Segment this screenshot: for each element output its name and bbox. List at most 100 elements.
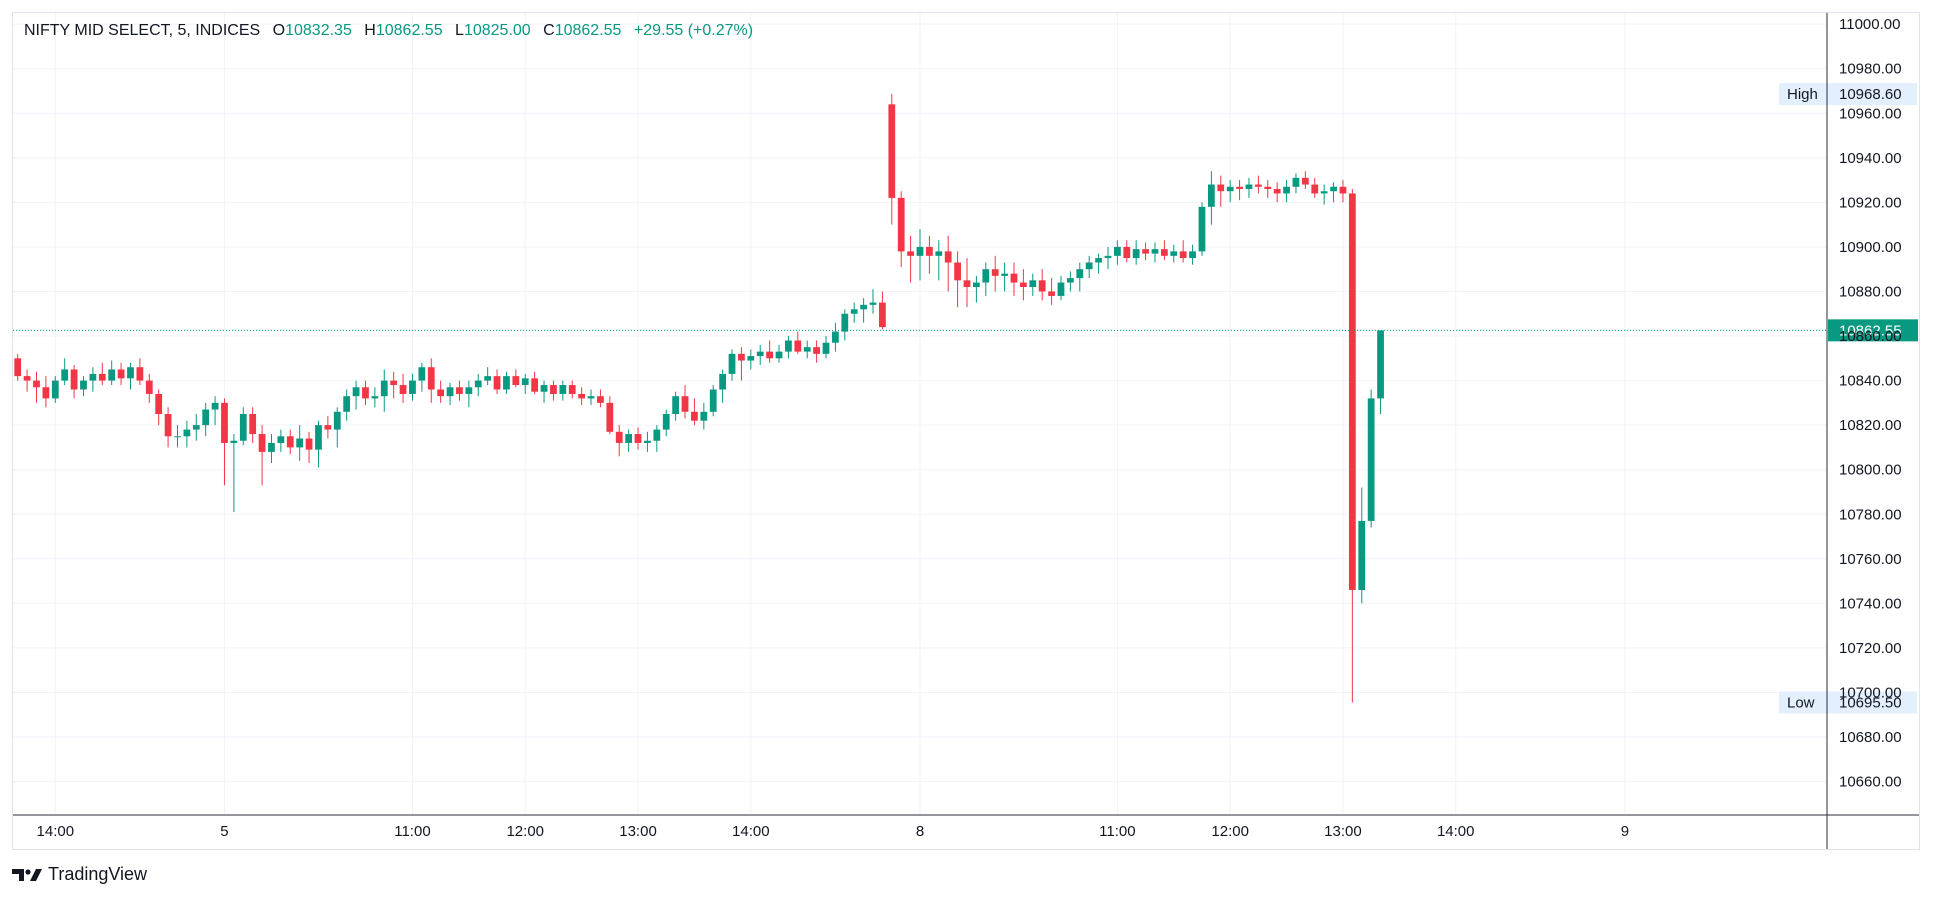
- time-tick-label: 5: [220, 823, 228, 840]
- price-tick-label: 11000.00: [1839, 16, 1900, 33]
- candle-down: [117, 362, 125, 386]
- time-tick-label: 14:00: [37, 823, 75, 840]
- candle-up: [1001, 262, 1008, 292]
- candle-down: [531, 371, 539, 394]
- candle-up: [202, 402, 210, 437]
- candles: [14, 94, 1384, 703]
- candle-down: [427, 358, 435, 403]
- price-tick-label: 10720.00: [1839, 640, 1902, 657]
- candle-up: [822, 336, 830, 359]
- candle-up: [700, 402, 708, 430]
- candle-up: [1076, 262, 1084, 292]
- candle-up: [1057, 275, 1065, 301]
- candle-up: [625, 429, 633, 452]
- candle-down: [437, 380, 445, 403]
- candle-up: [841, 309, 849, 341]
- price-tick-label: 10680.00: [1839, 729, 1902, 746]
- candle-down: [897, 191, 905, 267]
- candle-down: [766, 340, 774, 363]
- candle-up: [352, 380, 360, 410]
- candle-down: [578, 387, 586, 406]
- candle-up: [239, 407, 247, 446]
- candle-up: [61, 358, 69, 386]
- candle-up: [418, 362, 426, 392]
- last-price-label: 10862.55: [1839, 322, 1902, 339]
- candle-down: [597, 389, 604, 408]
- candle-up: [1320, 184, 1328, 205]
- candle-down: [1301, 171, 1309, 189]
- candle-up: [474, 373, 482, 397]
- candle-up: [1170, 244, 1178, 263]
- candle-down: [512, 369, 520, 388]
- candle-up: [371, 387, 379, 408]
- candle-down: [888, 94, 896, 225]
- symbol-name: NIFTY MID SELECT, 5, INDICES: [24, 22, 261, 39]
- candle-down: [493, 369, 501, 394]
- candle-down: [33, 371, 40, 403]
- candle-up: [380, 369, 388, 412]
- candle-down: [1339, 180, 1347, 203]
- time-axis[interactable]: 14:00 5 11:00 12:00 13:00 14:00 8 11:00 12:00 13:…: [13, 814, 1919, 840]
- candle-up: [1330, 182, 1337, 203]
- candle-down: [23, 369, 31, 392]
- price-tick-label: 10960.00: [1839, 105, 1902, 122]
- candle-up: [230, 434, 238, 513]
- close-label: C: [543, 22, 555, 39]
- price-tick-label: 10900.00: [1839, 239, 1902, 256]
- candle-up: [728, 349, 736, 381]
- candle-down: [324, 416, 332, 439]
- candle-down: [145, 373, 153, 403]
- candle-down: [1254, 175, 1262, 194]
- high-marker-label: High: [1787, 86, 1818, 103]
- candle-down: [390, 371, 398, 399]
- candle-down: [1160, 240, 1168, 261]
- candle-up: [484, 367, 492, 386]
- candle-up: [127, 362, 134, 390]
- candle-down: [963, 258, 971, 308]
- tradingview-brand[interactable]: TradingView: [12, 864, 147, 885]
- candle-down: [221, 398, 228, 486]
- candle-down: [954, 251, 961, 308]
- close-value: 10862.55: [554, 22, 622, 39]
- price-overlay: 10862.55 High 10968.60 Low 10695.50: [13, 83, 1918, 714]
- candle-up: [315, 420, 322, 468]
- candle-down: [606, 396, 614, 435]
- candle-down: [879, 291, 886, 330]
- candle-up: [540, 380, 548, 403]
- candlestick-chart[interactable]: 10862.55 High 10968.60 Low 10695.50 11000.00…: [13, 13, 1919, 849]
- open-label: O: [272, 22, 286, 39]
- candle-down: [681, 385, 689, 419]
- candle-down: [738, 347, 745, 381]
- candle-up: [108, 360, 116, 386]
- candle-down: [249, 407, 257, 443]
- time-tick-label: 11:00: [1099, 823, 1135, 840]
- candle-up: [211, 396, 219, 426]
- candle-up: [1377, 330, 1384, 414]
- price-tick-label: 10660.00: [1839, 774, 1902, 791]
- candle-up: [446, 382, 454, 406]
- price-tick-label: 10800.00: [1839, 462, 1902, 479]
- candle-down: [1038, 269, 1046, 301]
- high-value: 10862.55: [375, 22, 443, 39]
- change-value: +29.55 (+0.27%): [633, 22, 754, 39]
- candle-up: [850, 302, 858, 323]
- candle-up: [1245, 177, 1253, 198]
- time-tick-label: 13:00: [619, 823, 657, 840]
- candle-down: [14, 353, 22, 381]
- candle-down: [615, 425, 623, 457]
- candle-down: [362, 380, 369, 406]
- candle-up: [174, 425, 181, 448]
- candle-up: [1113, 240, 1121, 265]
- candle-up: [869, 289, 877, 314]
- grid: [13, 13, 1827, 815]
- candle-down: [1142, 242, 1149, 261]
- candle-up: [719, 369, 727, 403]
- low-marker: Low 10695.50: [1779, 691, 1917, 714]
- price-axis[interactable]: 11000.00 10980.00 10960.00 10940.00 10920.00…: [1826, 13, 1902, 849]
- candle-down: [286, 429, 294, 455]
- candle-up: [756, 344, 764, 365]
- candle-up: [343, 389, 351, 421]
- candle-up: [277, 429, 285, 452]
- chart-frame[interactable]: 10862.55 High 10968.60 Low 10695.50 11000.00…: [12, 12, 1920, 850]
- time-tick-label: 12:00: [506, 823, 544, 840]
